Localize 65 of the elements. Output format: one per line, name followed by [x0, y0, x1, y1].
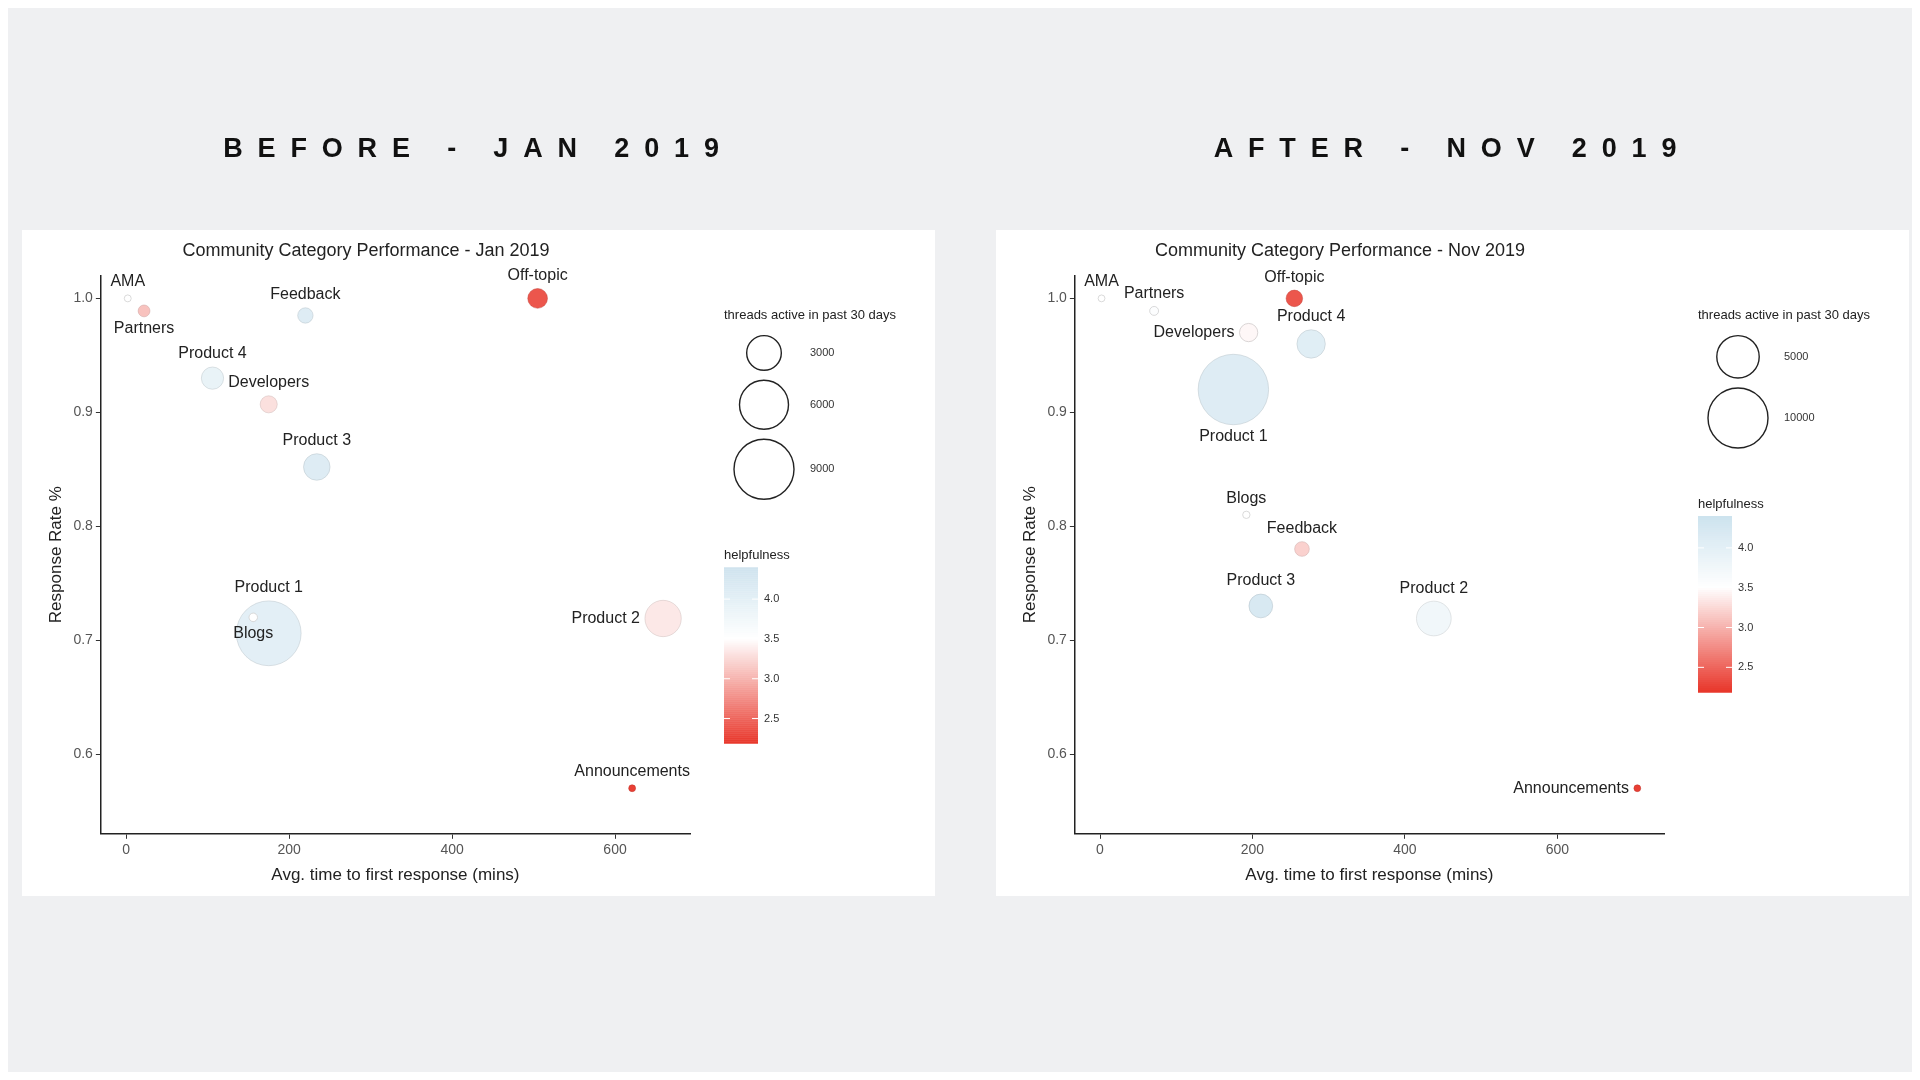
annotation: Announcements	[1513, 778, 1629, 796]
annotation: Partners	[113, 319, 175, 337]
annotation: Off-topic	[1264, 267, 1325, 285]
color-bar-label: 3.0	[764, 671, 780, 684]
y-tick-label: 0.9	[73, 403, 94, 420]
annotation: Product 2	[1399, 578, 1469, 596]
legend-title: threads active in past 30 days	[1698, 307, 1871, 323]
annotation: Product 1	[234, 578, 304, 596]
color-bar-title: helpfulness	[1698, 495, 1765, 511]
chart-title: BEFORE - JAN 2019	[222, 131, 735, 165]
annotation: Product 4	[1276, 307, 1346, 325]
y-tick-label: 0.8	[1047, 517, 1068, 534]
legend-label: 6000	[810, 397, 835, 410]
legend-label: 9000	[810, 462, 835, 475]
annotation: Partners	[1123, 283, 1185, 301]
y-tick-label: 0.7	[73, 631, 94, 647]
annotation: Blogs	[1226, 488, 1267, 506]
x-tick-label: 200	[1240, 841, 1265, 858]
chart-subtitle: Community Category Performance - Jan 2019	[182, 239, 550, 260]
annotation: Product 3	[1226, 571, 1296, 589]
y-axis-title: Response Rate %	[45, 486, 65, 624]
y-tick-label: 0.7	[1047, 631, 1068, 647]
annotation: Feedback	[270, 285, 342, 303]
annotation: Blogs	[233, 624, 274, 641]
annotation: Developers	[228, 373, 310, 391]
annotation: AMA	[1084, 272, 1120, 290]
legend-label: 3000	[810, 345, 835, 358]
annotation: Product 3	[282, 431, 352, 449]
y-tick-label: 0.6	[1047, 744, 1068, 761]
color-bar-label: 4.0	[1738, 540, 1754, 553]
annotation: Announcements	[574, 762, 690, 780]
annotation: Product 2	[571, 608, 641, 626]
annotation: Feedback	[1266, 519, 1339, 537]
chart-subtitle: Community Category Performance - Nov 2019	[1154, 239, 1526, 260]
color-bar-label: 3.5	[764, 631, 780, 644]
color-bar-label: 2.5	[1738, 660, 1754, 673]
x-axis-title: Avg. time to first response (mins)	[1245, 865, 1494, 885]
annotation: AMA	[110, 272, 146, 290]
color-bar-label: 3.5	[1738, 580, 1754, 593]
annotation: Developers	[1153, 322, 1235, 340]
annotation: Product 1	[1199, 427, 1268, 445]
y-tick-label: 0.6	[73, 744, 94, 761]
annotation: Product 4	[178, 344, 247, 362]
y-tick-label: 0.8	[73, 517, 94, 534]
y-tick-label: 0.9	[1047, 403, 1068, 420]
y-tick-label: 1.0	[73, 289, 94, 306]
x-tick-label: 400	[1393, 841, 1417, 858]
y-axis-title: Response Rate %	[1019, 486, 1039, 624]
x-tick-label: 0	[1096, 841, 1105, 858]
color-bar-label: 2.5	[764, 711, 780, 724]
x-tick-label: 0	[122, 841, 131, 858]
x-tick-label: 200	[277, 841, 301, 858]
color-bar-label: 3.0	[1738, 620, 1754, 633]
color-bar-title: helpfulness	[724, 546, 791, 562]
annotation: Off-topic	[507, 265, 568, 283]
color-bar-label: 4.0	[764, 592, 780, 605]
legend-title: threads active in past 30 days	[724, 307, 897, 323]
y-tick-label: 1.0	[1047, 289, 1068, 306]
legend-label: 5000	[1784, 349, 1809, 362]
x-tick-label: 400	[440, 841, 464, 858]
x-axis-title: Avg. time to first response (mins)	[271, 865, 520, 885]
x-tick-label: 600	[1545, 841, 1570, 858]
legend-label: 10000	[1784, 411, 1815, 424]
chart-title: AFTER - NOV 2019	[1212, 131, 1693, 165]
x-tick-label: 600	[603, 841, 627, 858]
